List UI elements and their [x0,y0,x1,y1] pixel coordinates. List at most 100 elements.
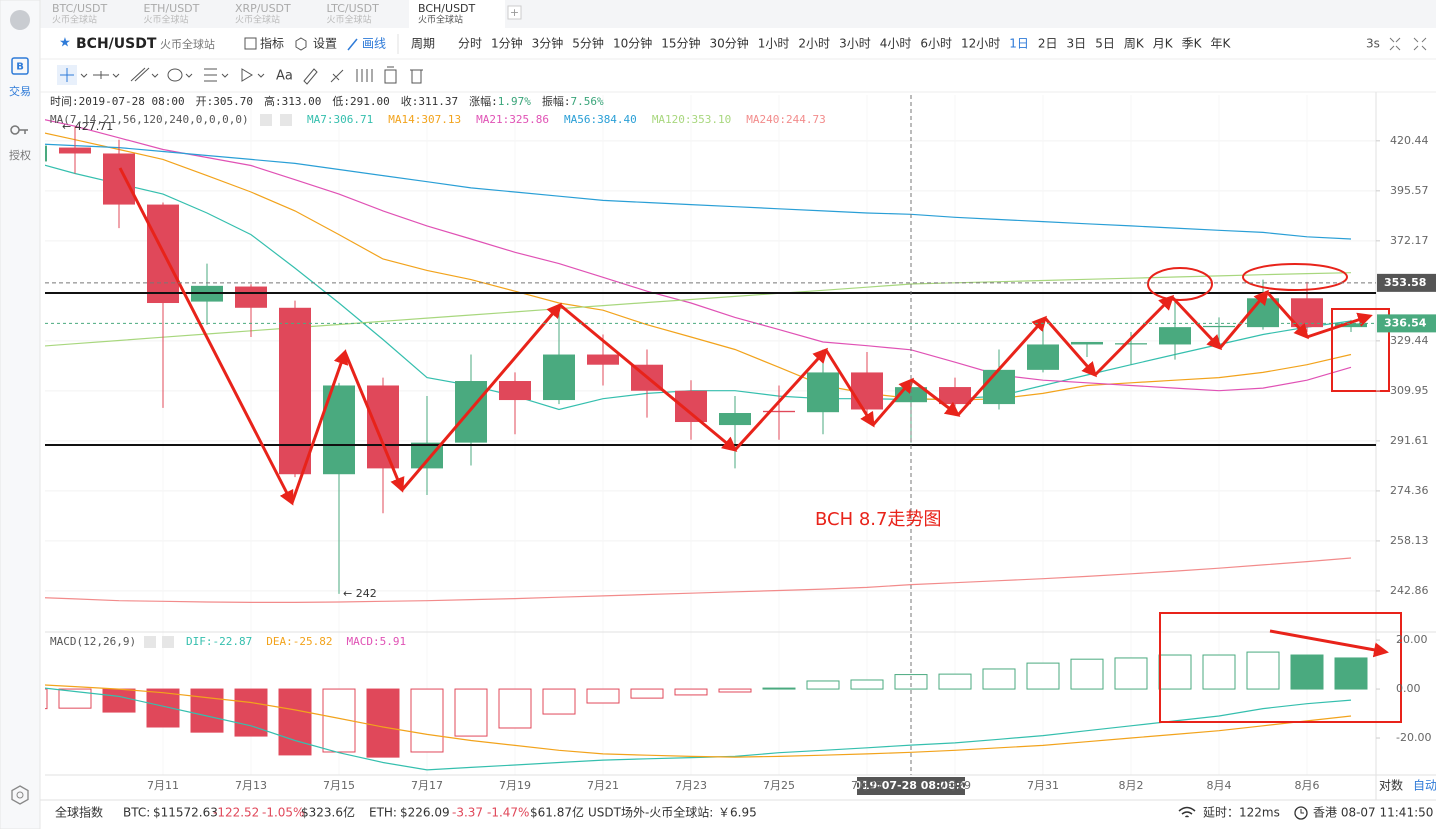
highlight-shapes [1147,263,1402,723]
trade-icon[interactable] [11,57,29,75]
period-option[interactable]: 分时 [458,37,482,51]
period-option[interactable]: 2小时 [798,37,830,51]
period-option[interactable]: 季K [1182,37,1203,51]
macd-bar [850,679,884,690]
info-label: 低: [332,95,350,108]
tab-exchange[interactable]: 火币全球站 [327,14,372,26]
candle-body [543,354,575,401]
tab-symbol[interactable]: BCH/USDT [418,2,476,15]
macd-bar [278,688,312,756]
candle-body [1335,323,1367,328]
period-option[interactable]: 4小时 [880,37,912,51]
period-option[interactable]: 1小时 [758,37,790,51]
legend-entry: MA14:307.13 [388,113,461,126]
min-label: ← 242 [343,587,377,600]
period-option[interactable]: 月K [1153,37,1174,51]
candle-body [455,381,487,443]
info-label: 高: [264,94,282,108]
crosshair-x-label: 2019-07-28 08:00:00 [847,779,976,792]
tab-exchange[interactable]: 火币全球站 [235,14,280,26]
line-tool[interactable] [80,71,120,79]
ma-line [45,119,1352,392]
misc-tools[interactable] [303,66,423,85]
shape-tool[interactable] [167,68,183,82]
macd-y-tick-label: -20.00 [1396,731,1431,744]
btc-price: $11572.63 [153,806,218,820]
candle-body [983,369,1015,405]
settings-icon-dot [16,791,24,799]
crosshair-x-box [857,777,965,795]
period-option[interactable]: 5分钟 [572,36,604,51]
refresh-interval[interactable]: 3s [1366,37,1380,51]
period-option[interactable]: 3日 [1067,37,1087,51]
macd-settings[interactable] [144,636,156,648]
macd-close[interactable] [162,636,174,648]
favorite-star[interactable]: ★ [59,36,71,51]
period-option[interactable]: 15分钟 [661,36,700,51]
period-option[interactable]: 12小时 [961,37,1000,51]
ma-line [45,143,1352,240]
period-option[interactable]: 2日 [1038,37,1058,51]
macd-y-tick-label: 20.00 [1396,633,1428,646]
tab-symbol[interactable]: XRP/USDT [235,2,291,15]
auth-label[interactable]: 授权 [9,148,31,162]
candle-body [1159,327,1191,345]
legend-entry: MA240:244.73 [746,113,825,126]
indicator-button[interactable]: 指标 [260,36,284,51]
period-option[interactable]: 1分钟 [491,36,523,51]
clock-hands [1300,809,1304,814]
scale-option[interactable]: 自动 [1413,779,1436,793]
draw-button[interactable]: 画线 [362,37,386,51]
scale-option[interactable]: 对数 [1379,778,1403,793]
periods: 分时 1分钟 3分钟 5分钟 10分钟 15分钟 30分钟 1小时 2小时 3小时 4小时 6小时 12… [458,36,1231,51]
tab-symbol[interactable]: ETH/USDT [144,2,200,15]
period-option[interactable]: 30分钟 [710,36,749,51]
pattern-tool[interactable] [241,68,265,82]
y-tick-label: 395.57 [1390,184,1429,197]
period-option[interactable]: 年K [1210,37,1231,51]
global-index[interactable]: 全球指数 [55,805,103,820]
macd-line [45,684,1352,758]
period-option[interactable]: 3小时 [839,37,871,51]
tab-symbol[interactable]: LTC/USDT [327,2,380,15]
auth-icon-key [19,129,28,134]
candle-body [675,390,707,423]
period-option[interactable]: 10分钟 [613,36,652,51]
tab-exchange[interactable]: 火币全球站 [418,14,463,26]
settings-button[interactable]: 设置 [313,37,337,51]
info-label: 振幅: [542,94,571,108]
macd-bar [190,688,224,733]
usdt-price: ￥6.95 [718,806,757,820]
wifi-icon [1178,806,1196,818]
info-label: 开: [196,95,214,108]
legend-close[interactable] [280,114,292,126]
y-tick-label: 372.17 [1390,234,1429,247]
period-option[interactable]: 3分钟 [532,36,564,51]
period-option[interactable]: 周K [1124,37,1145,51]
period-option[interactable]: 1日 [1009,37,1029,51]
tab-symbol[interactable]: BTC/USDT [52,2,108,15]
legend-settings[interactable] [260,114,272,126]
add-tab[interactable] [507,5,522,20]
fullscreen-icon[interactable] [1389,37,1401,51]
info-value: 2019-07-28 08:00 [79,95,185,108]
period-option[interactable]: 5日 [1095,37,1115,51]
candle-body [587,354,619,365]
info-value: 291.00 [350,95,390,108]
x-tick-label: 8月2 [1119,779,1144,792]
tabs: BTC/USDT火币全球站ETH/USDT火币全球站XRP/USDT火币全球站L… [52,0,505,28]
exchange: 火币全球站 [160,37,215,51]
trade-label[interactable]: 交易 [9,84,31,98]
tab-exchange[interactable]: 火币全球站 [144,14,189,26]
settings-icon[interactable] [11,785,29,805]
period-option[interactable]: 6小时 [920,37,952,51]
expand-icon[interactable] [1413,37,1427,51]
macd-bar [45,688,48,710]
candle-body [1291,298,1323,328]
macd-bar [806,680,840,690]
text-tool[interactable]: Aa [276,69,293,84]
fib-tool[interactable] [185,68,229,82]
channel-tool[interactable] [130,67,159,82]
tab-exchange[interactable]: 火币全球站 [52,14,97,26]
